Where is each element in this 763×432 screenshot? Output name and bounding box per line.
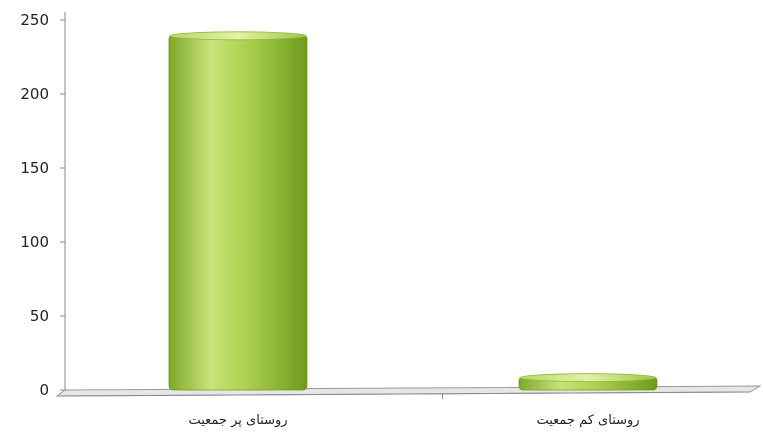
bar — [168, 31, 308, 391]
bar-body — [168, 34, 308, 391]
x-axis-line — [56, 391, 751, 397]
y-tick-label: 150 — [20, 159, 49, 177]
y-tick-label: 0 — [39, 381, 49, 399]
category-label: روستای پر جمعیت — [188, 413, 287, 428]
y-tick-label: 50 — [30, 307, 49, 325]
category-label: روستای کم جمعیت — [536, 413, 639, 428]
y-tick-label: 200 — [20, 85, 49, 103]
category-labels: روستای پر جمعیت روستای کم جمعیت — [188, 413, 639, 428]
y-tick-label: 100 — [20, 233, 49, 251]
bar-cap — [169, 31, 307, 41]
bar-cap — [519, 373, 657, 383]
chart-axes — [55, 12, 762, 399]
y-axis-ticks: 0 50 100 150 200 250 — [20, 11, 65, 399]
bar — [518, 373, 658, 391]
y-tick-label: 250 — [20, 11, 49, 29]
bar-series — [168, 31, 658, 391]
